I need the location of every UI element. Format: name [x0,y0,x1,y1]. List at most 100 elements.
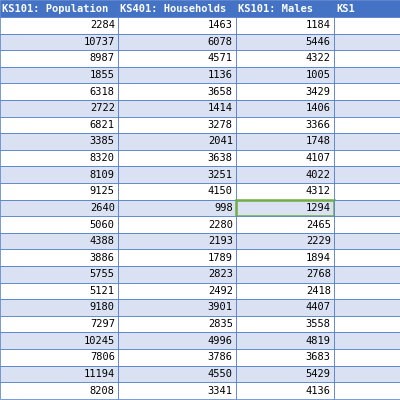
Bar [334,100,400,116]
Text: 3786: 3786 [208,352,233,362]
Text: 5755: 5755 [90,269,115,279]
Text: 1294: 1294 [306,203,331,213]
Bar [118,183,236,200]
Bar [0,299,118,316]
Bar [236,382,334,399]
Bar [334,299,400,316]
Text: 1789: 1789 [208,253,233,263]
Bar [334,133,400,150]
Text: 11194: 11194 [84,369,115,379]
Bar [236,100,334,116]
Bar [334,67,400,84]
Bar [118,250,236,266]
Bar [236,299,334,316]
Text: 9125: 9125 [90,186,115,196]
Text: 1414: 1414 [208,103,233,113]
Text: 2229: 2229 [306,236,331,246]
Bar [334,250,400,266]
Bar [118,50,236,67]
Text: 4136: 4136 [306,386,331,396]
Text: 3278: 3278 [208,120,233,130]
Text: 5429: 5429 [306,369,331,379]
Bar [236,83,334,100]
Text: 3558: 3558 [306,319,331,329]
Bar [334,183,400,200]
Bar [334,349,400,366]
Bar [236,332,334,349]
Text: KS1: KS1 [336,4,355,14]
Text: 1463: 1463 [208,20,233,30]
Bar [0,133,118,150]
Text: 9180: 9180 [90,302,115,312]
Bar [118,316,236,332]
Bar [118,67,236,84]
Text: 6078: 6078 [208,37,233,47]
Bar [334,366,400,382]
Bar [236,150,334,166]
Bar [236,50,334,67]
Text: 3683: 3683 [306,352,331,362]
Bar [0,0,118,17]
Bar [118,0,236,17]
Text: KS101: Males: KS101: Males [238,4,313,14]
Bar [334,166,400,183]
Text: 3385: 3385 [90,136,115,146]
Text: 3251: 3251 [208,170,233,180]
Bar [0,366,118,382]
Bar [334,0,400,17]
Text: 10737: 10737 [84,37,115,47]
Text: 4107: 4107 [306,153,331,163]
Text: 2418: 2418 [306,286,331,296]
Bar [236,266,334,282]
Bar [236,200,334,216]
Bar [334,233,400,250]
Bar [334,332,400,349]
Bar [0,316,118,332]
Bar [118,166,236,183]
Bar [118,216,236,233]
Bar [118,83,236,100]
Bar [0,117,118,133]
Bar [0,250,118,266]
Bar [0,266,118,282]
Bar [118,233,236,250]
Bar [236,17,334,34]
Bar [236,200,334,216]
Bar [118,117,236,133]
Text: 2823: 2823 [208,269,233,279]
Bar [236,0,334,17]
Text: 5121: 5121 [90,286,115,296]
Bar [236,349,334,366]
Bar [0,349,118,366]
Text: 3366: 3366 [306,120,331,130]
Bar [118,133,236,150]
Bar [236,34,334,50]
Text: 4407: 4407 [306,302,331,312]
Bar [0,100,118,116]
Bar [0,233,118,250]
Text: 5446: 5446 [306,37,331,47]
Bar [334,50,400,67]
Bar [0,282,118,299]
Text: 4022: 4022 [306,170,331,180]
Text: 2465: 2465 [306,220,331,230]
Text: 4819: 4819 [306,336,331,346]
Bar [334,266,400,282]
Text: 3658: 3658 [208,87,233,97]
Bar [0,216,118,233]
Bar [0,166,118,183]
Text: 2640: 2640 [90,203,115,213]
Text: 6821: 6821 [90,120,115,130]
Bar [0,150,118,166]
Bar [334,382,400,399]
Text: 4550: 4550 [208,369,233,379]
Text: 10245: 10245 [84,336,115,346]
Bar [0,34,118,50]
Text: 4312: 4312 [306,186,331,196]
Text: 2492: 2492 [208,286,233,296]
Text: 1894: 1894 [306,253,331,263]
Text: 4388: 4388 [90,236,115,246]
Bar [334,282,400,299]
Bar [236,233,334,250]
Bar [0,183,118,200]
